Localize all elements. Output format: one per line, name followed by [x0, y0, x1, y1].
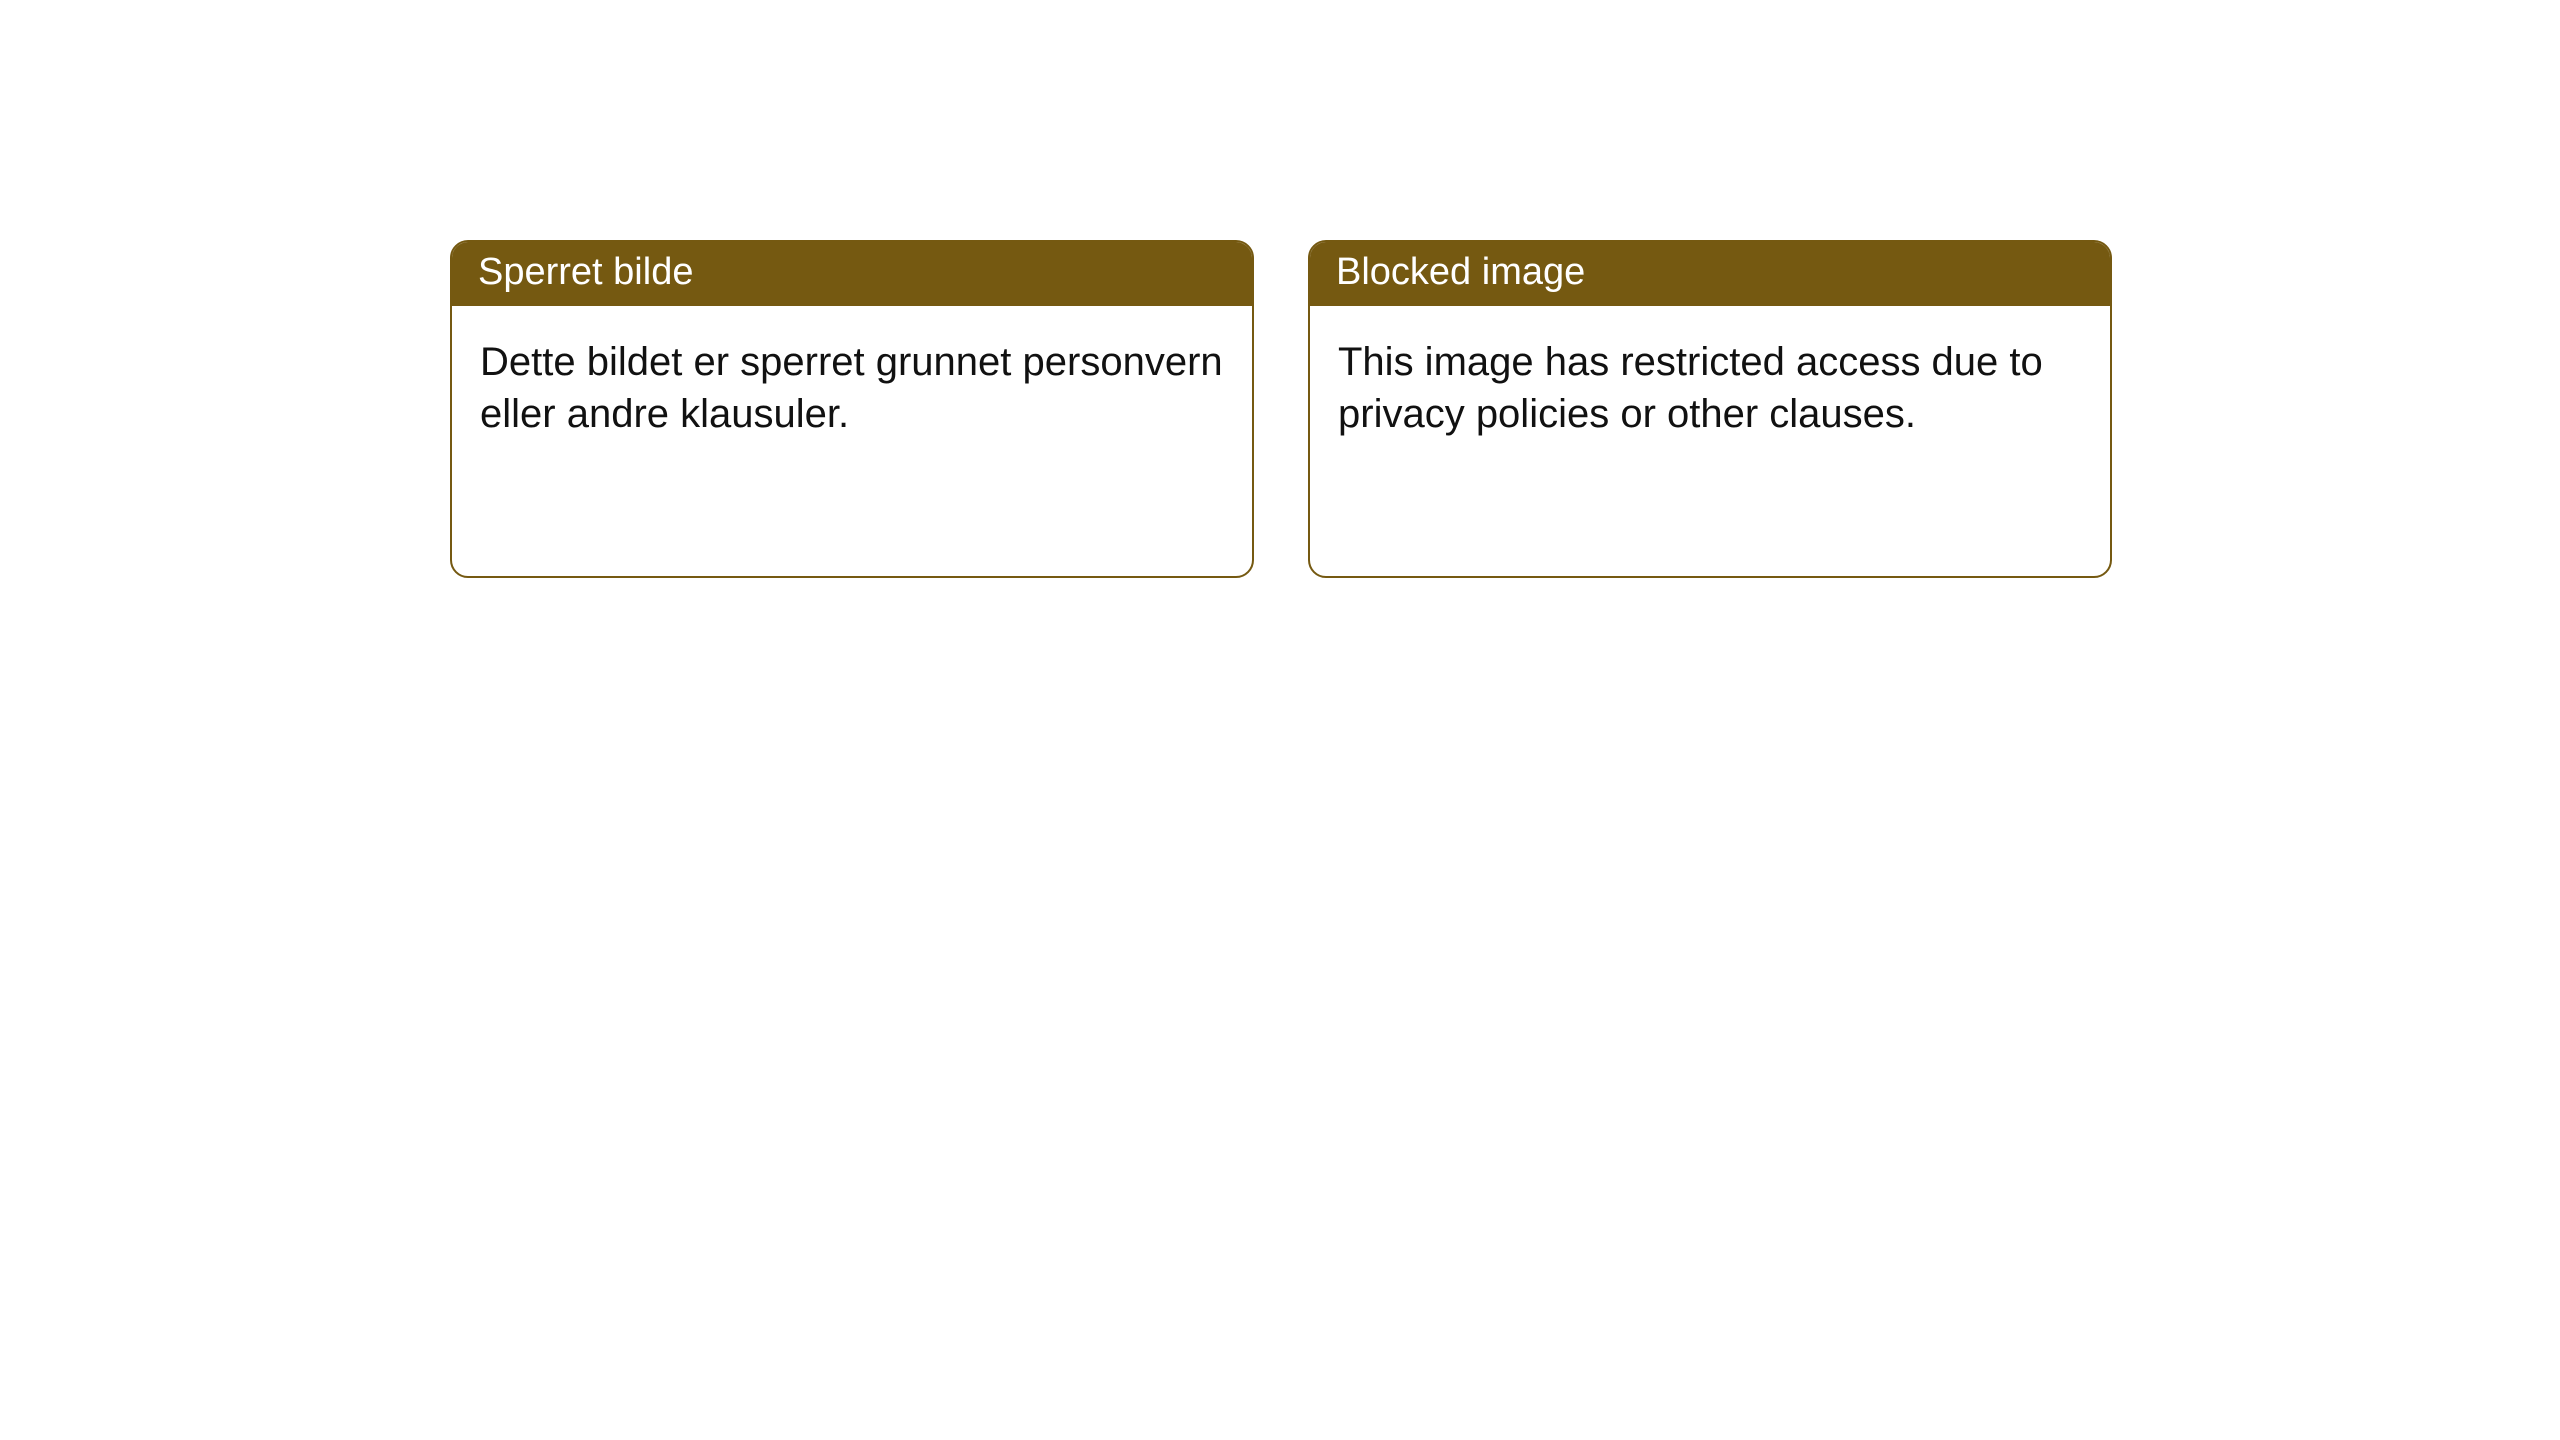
notice-header-english: Blocked image	[1310, 242, 2110, 306]
notice-box-english: Blocked image This image has restricted …	[1308, 240, 2112, 578]
notice-container: Sperret bilde Dette bildet er sperret gr…	[0, 0, 2560, 578]
notice-body-english: This image has restricted access due to …	[1310, 306, 2110, 576]
notice-header-norwegian: Sperret bilde	[452, 242, 1252, 306]
notice-body-norwegian: Dette bildet er sperret grunnet personve…	[452, 306, 1252, 576]
notice-box-norwegian: Sperret bilde Dette bildet er sperret gr…	[450, 240, 1254, 578]
